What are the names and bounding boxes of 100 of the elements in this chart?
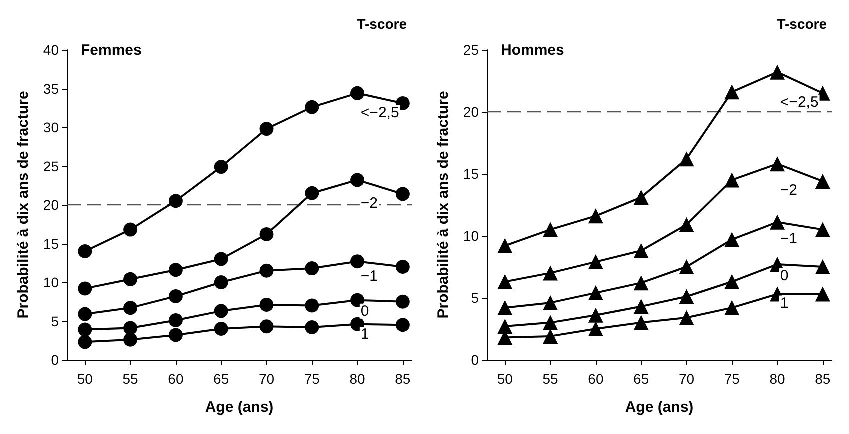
point [78, 244, 92, 258]
point [543, 328, 558, 344]
point [305, 298, 320, 313]
point [168, 194, 183, 208]
x-tick-label: 55 [122, 371, 139, 387]
point [124, 332, 138, 347]
point [815, 260, 830, 274]
x-tick-label: 85 [815, 371, 831, 387]
x-tick-label: 60 [588, 371, 604, 387]
x-axis-title: Age (ans) [205, 399, 274, 416]
series-label: 1 [780, 294, 789, 312]
point [634, 315, 649, 330]
y-tick-label: 10 [463, 228, 480, 244]
point [350, 86, 365, 100]
point [350, 173, 365, 188]
x-tick-label: 75 [724, 371, 740, 387]
point [543, 315, 558, 330]
point [78, 335, 92, 350]
x-tick-label: 65 [634, 371, 650, 387]
chart-title: Hommes [501, 42, 564, 59]
point [168, 289, 183, 304]
point [350, 254, 365, 269]
point [634, 243, 649, 258]
point [543, 295, 558, 310]
point [214, 252, 228, 266]
x-tick-label: 70 [678, 371, 695, 387]
y-tick-label: 40 [43, 42, 60, 58]
x-tick-label: 65 [214, 371, 230, 387]
point [498, 300, 513, 316]
point [260, 298, 274, 312]
x-tick-label: 75 [304, 371, 320, 387]
point [724, 232, 740, 248]
point [679, 310, 694, 326]
point [305, 186, 320, 200]
x-tick-label: 50 [77, 371, 94, 387]
x-tick-label: 85 [395, 371, 411, 387]
point [679, 289, 694, 304]
y-tick-label: 5 [51, 313, 60, 330]
series-label: 1 [360, 326, 370, 344]
point [260, 122, 274, 136]
y-tick-label: 10 [43, 274, 60, 290]
chart-title: Femmes [81, 42, 142, 59]
point [168, 313, 183, 328]
point [543, 222, 558, 238]
series-label: 0 [360, 302, 370, 320]
point [815, 222, 830, 238]
point [168, 328, 183, 342]
x-tick-label: 55 [542, 371, 559, 387]
point [588, 322, 604, 336]
series-label: 0 [780, 268, 789, 284]
series-label: −2 [780, 182, 798, 199]
point [305, 320, 320, 334]
point [724, 84, 740, 100]
y-tick-label: 35 [43, 80, 60, 97]
point [588, 308, 604, 323]
y-tick-label: 20 [43, 197, 60, 213]
point [679, 152, 694, 167]
point [498, 319, 513, 334]
point [634, 299, 649, 314]
point [78, 282, 92, 296]
x-axis-title: Age (ans) [625, 399, 694, 416]
point [588, 254, 604, 270]
point [588, 286, 604, 301]
point [770, 156, 786, 172]
point [350, 293, 365, 308]
x-tick-label: 80 [770, 371, 786, 387]
point [214, 276, 228, 290]
point [214, 304, 228, 318]
point [305, 100, 320, 114]
point [124, 272, 138, 286]
point [770, 64, 786, 80]
point [305, 262, 320, 276]
point [498, 274, 513, 290]
x-tick-label: 60 [168, 371, 184, 387]
x-tick-label: 80 [350, 371, 366, 387]
point [396, 187, 410, 202]
series-label: <−2,5 [360, 104, 400, 122]
point [396, 294, 410, 309]
point [260, 264, 274, 278]
point [679, 260, 694, 274]
y-tick-label: 0 [471, 352, 480, 368]
point [214, 322, 228, 336]
point [124, 301, 138, 316]
x-tick-label: 50 [497, 371, 514, 387]
point [724, 300, 740, 316]
series-label: −1 [360, 268, 378, 285]
point [815, 174, 830, 189]
legend-title: T-score [357, 16, 408, 32]
point [260, 227, 274, 242]
point [396, 260, 410, 274]
point [724, 172, 740, 188]
y-tick-label: 0 [51, 352, 60, 368]
point [78, 322, 92, 337]
series-label: −2 [360, 195, 378, 212]
point [124, 222, 138, 237]
point [543, 266, 558, 281]
point [214, 160, 228, 174]
y-axis-title: Probabilité à dix ans de fracture [435, 91, 452, 319]
legend-title: T-score [777, 16, 828, 32]
y-tick-label: 5 [471, 290, 480, 306]
